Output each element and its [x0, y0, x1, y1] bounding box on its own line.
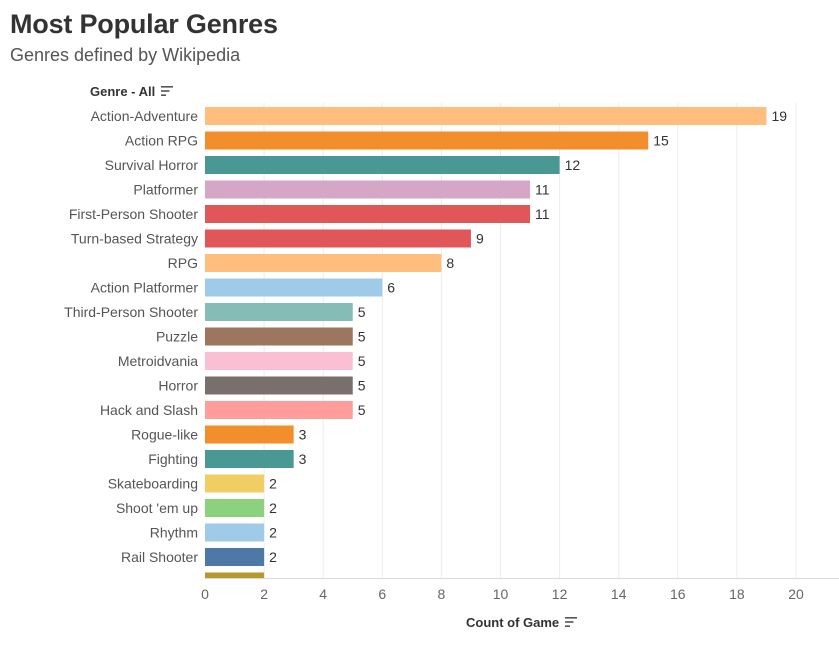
x-tick-label: 20 — [788, 586, 804, 602]
x-tick-label: 0 — [201, 586, 209, 602]
x-tick-label: 18 — [729, 586, 745, 602]
bar-partial — [205, 572, 265, 578]
data-label: 2 — [269, 476, 277, 492]
category-label: Platformer — [133, 182, 198, 198]
bar — [205, 327, 353, 346]
category-label: Metroidvania — [118, 353, 198, 369]
genre-filter-label: Genre - All — [90, 84, 156, 99]
bar — [205, 205, 531, 223]
bar — [205, 474, 265, 493]
x-tick-label: 10 — [493, 586, 509, 602]
category-label: Skateboarding — [108, 476, 198, 492]
bar — [205, 303, 353, 321]
data-label: 6 — [387, 280, 395, 296]
category-label: Rhythm — [150, 525, 198, 541]
data-label: 5 — [358, 378, 366, 394]
category-label: RPG — [168, 255, 198, 271]
bar — [205, 107, 767, 125]
x-tick-label: 8 — [438, 586, 446, 602]
bar — [205, 180, 531, 199]
data-label: 5 — [358, 304, 366, 320]
category-label: Rail Shooter — [121, 549, 198, 565]
category-label: Turn-based Strategy — [71, 231, 198, 247]
category-label: Action RPG — [125, 133, 198, 149]
data-label: 3 — [299, 427, 307, 443]
data-label: 11 — [535, 206, 550, 222]
x-tick-label: 4 — [319, 586, 327, 602]
data-label: 5 — [358, 329, 366, 345]
category-label: Survival Horror — [105, 157, 199, 173]
category-label: Rogue-like — [131, 427, 198, 443]
data-label: 5 — [358, 353, 366, 369]
x-tick-label: 14 — [611, 586, 627, 602]
plot-area: 19 Action-Adventure 15 Action RPG 12 Survival… — [64, 107, 787, 578]
category-label: Puzzle — [156, 329, 198, 345]
gridlines — [263, 103, 797, 578]
bar — [205, 278, 383, 297]
x-tick-label: 6 — [378, 586, 386, 602]
bar — [205, 156, 560, 174]
x-tick-label: 16 — [670, 586, 686, 602]
data-label: 2 — [269, 500, 277, 516]
category-label: Third-Person Shooter — [64, 304, 198, 320]
data-label: 2 — [269, 525, 277, 541]
data-label: 2 — [269, 549, 277, 565]
x-axis-title-area[interactable]: Count of Game — [466, 615, 578, 630]
category-label: Fighting — [148, 451, 198, 467]
genre-filter-header[interactable]: Genre - All — [90, 84, 174, 99]
sort-descending-icon[interactable] — [565, 617, 578, 628]
bar — [205, 376, 353, 395]
bar — [205, 523, 265, 542]
bar — [205, 425, 294, 444]
data-label: 19 — [771, 108, 787, 124]
bar — [205, 499, 265, 517]
bar — [205, 548, 265, 566]
data-label: 3 — [299, 451, 307, 467]
data-label: 9 — [476, 231, 484, 247]
bar — [205, 352, 353, 370]
chart-title: Most Popular Genres — [10, 9, 278, 39]
data-label: 8 — [446, 255, 454, 271]
x-axis-title: Count of Game — [466, 615, 560, 630]
data-label: 15 — [653, 133, 669, 149]
category-label: Action-Adventure — [91, 108, 199, 124]
x-tick-label: 2 — [260, 586, 268, 602]
bar — [205, 450, 294, 468]
bar — [205, 229, 471, 248]
chart-subtitle: Genres defined by Wikipedia — [10, 45, 241, 65]
data-label: 5 — [358, 402, 366, 418]
category-label: Action Platformer — [91, 280, 199, 296]
category-label: Hack and Slash — [100, 402, 198, 418]
category-label: First-Person Shooter — [69, 206, 198, 222]
bar — [205, 254, 442, 272]
bar — [205, 401, 353, 419]
x-tick-label: 12 — [552, 586, 568, 602]
data-label: 12 — [565, 157, 581, 173]
sort-descending-icon[interactable] — [161, 86, 174, 97]
data-label: 11 — [535, 182, 550, 198]
category-label: Horror — [158, 378, 198, 394]
x-axis-ticks: 0 2 4 6 8 10 12 14 16 18 20 — [201, 586, 804, 602]
category-label: Shoot 'em up — [116, 500, 198, 516]
bar — [205, 131, 649, 150]
